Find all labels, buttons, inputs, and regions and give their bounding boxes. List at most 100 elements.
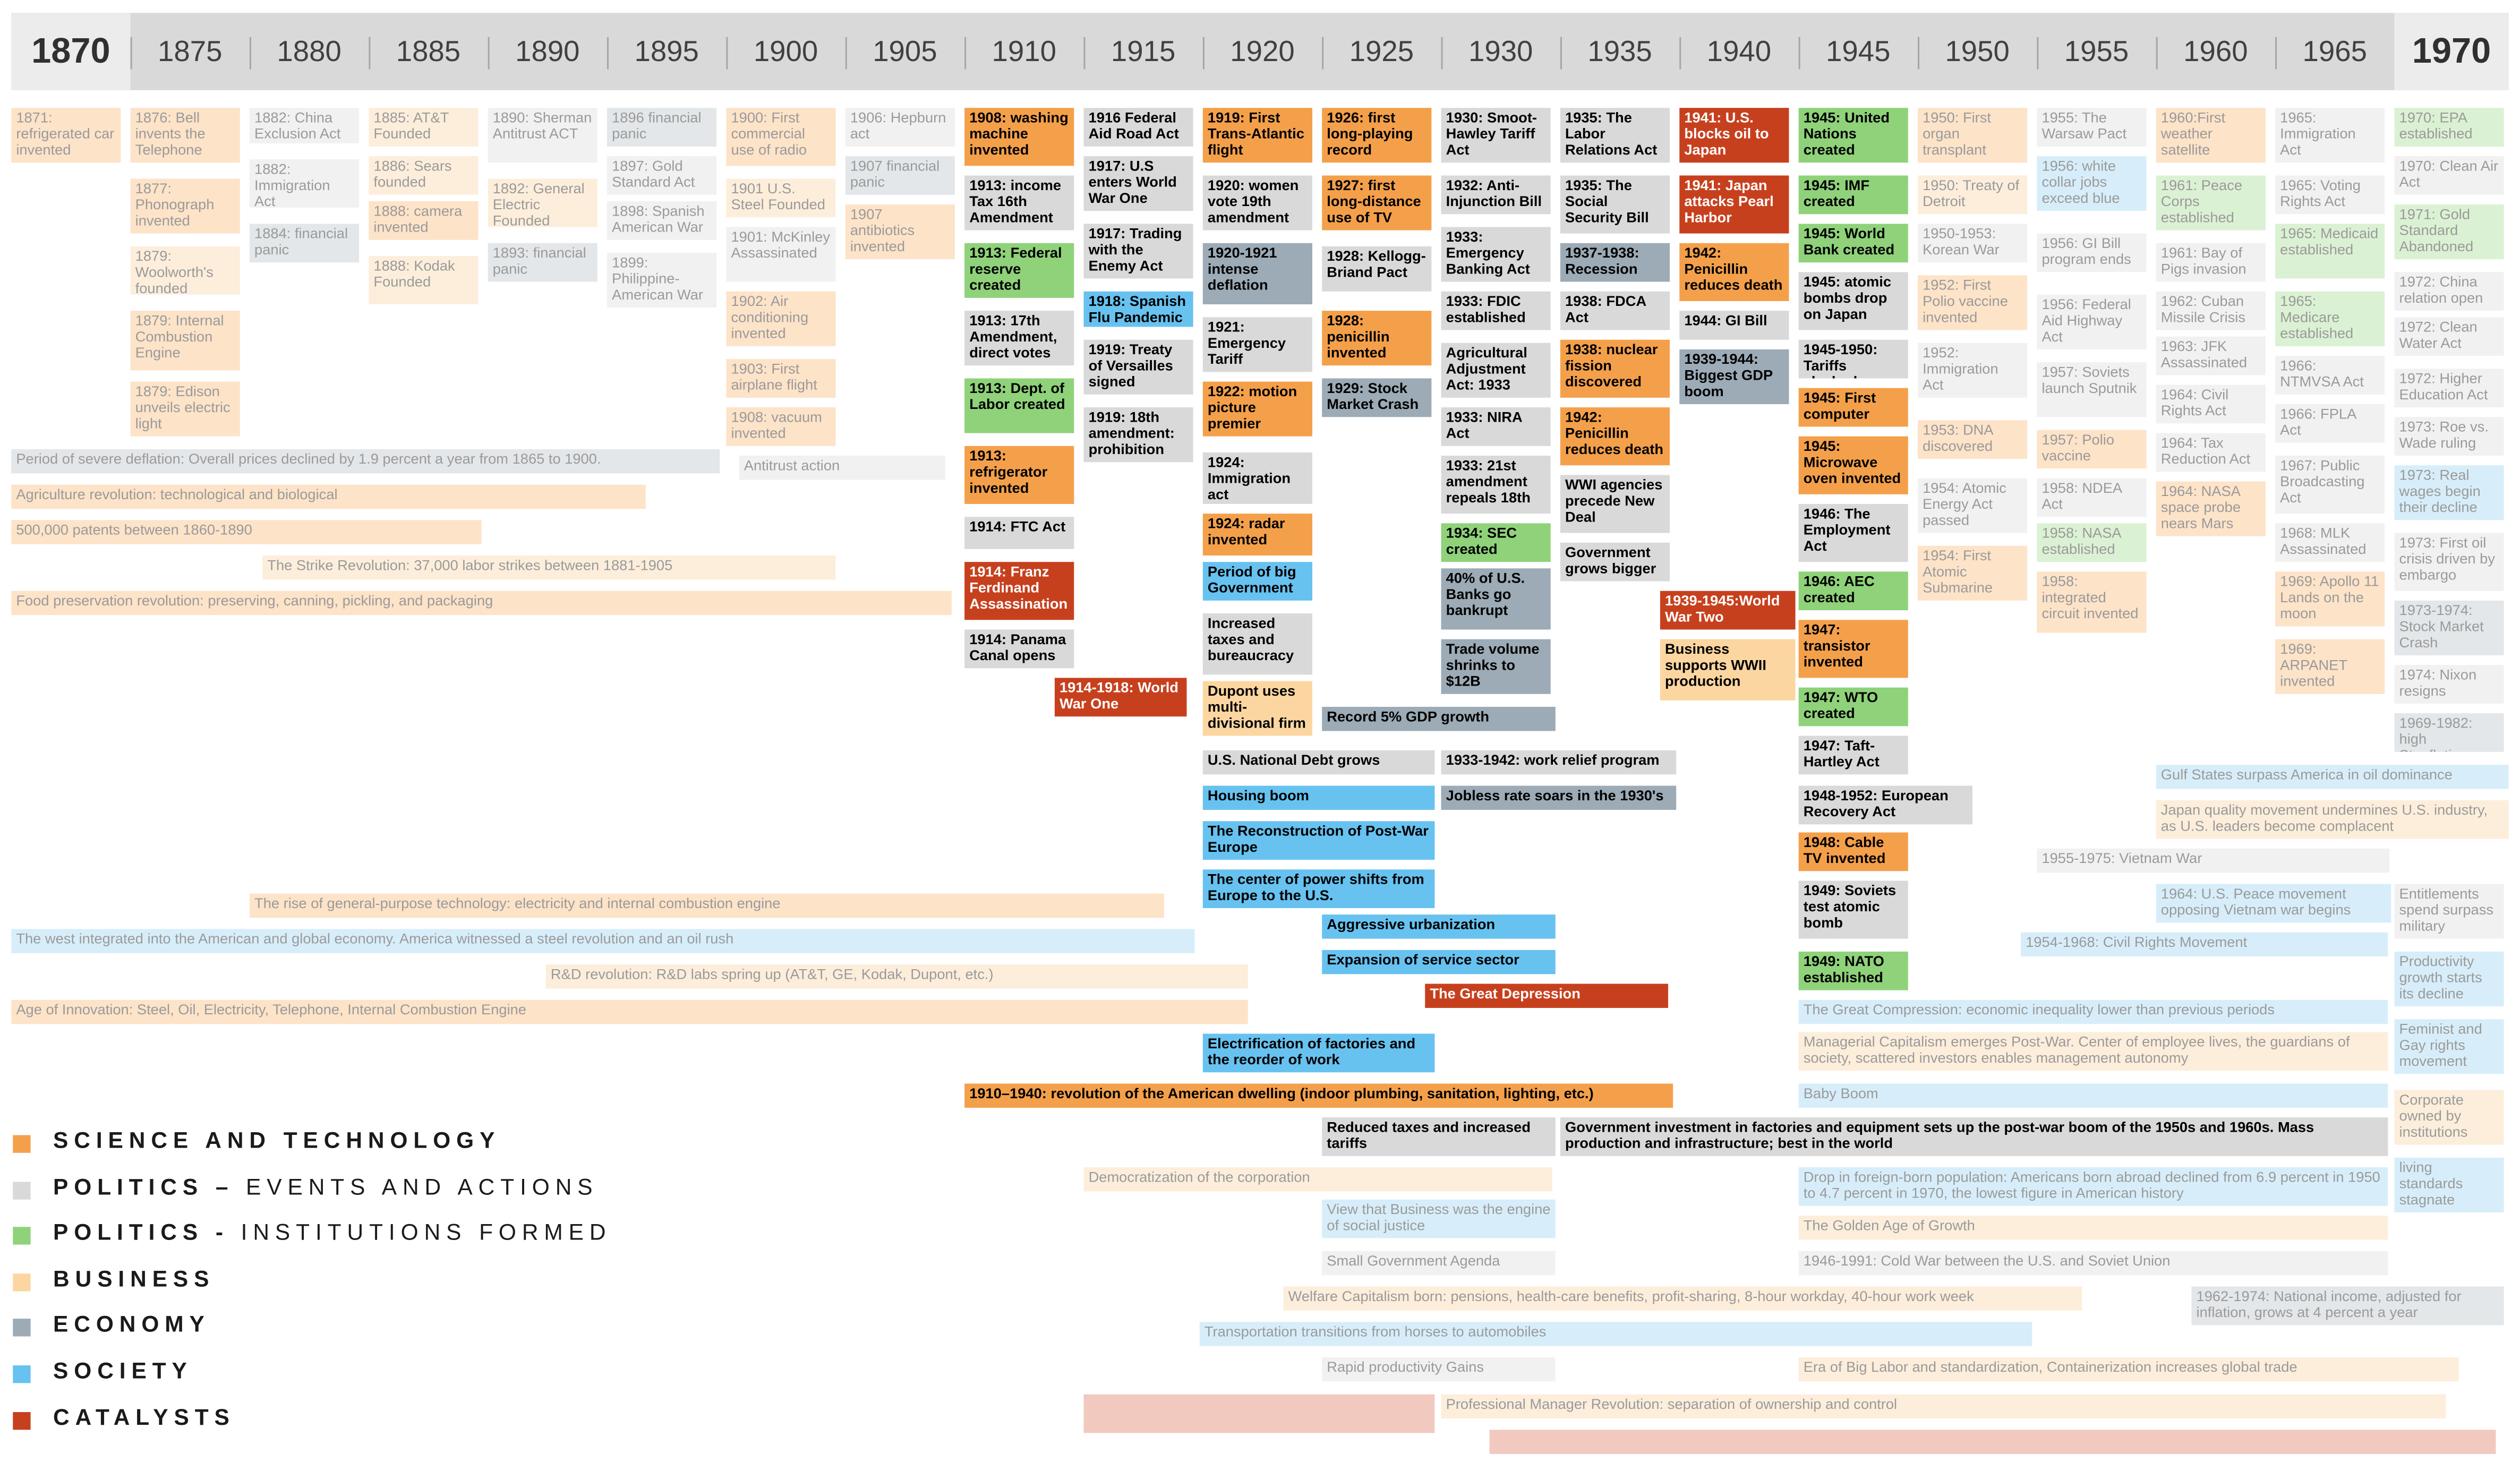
legend-label: POLITICS – EVENTS AND ACTIONS [53, 1173, 599, 1199]
event-box: 1900: First commercial use of radio [726, 108, 836, 166]
event-box: 1933: 21st amendment repeals 18th [1441, 456, 1551, 514]
event-box: 1922: motion picture premier [1202, 381, 1312, 437]
event-box: 1938: FDCA Act [1560, 291, 1670, 330]
event-box: 1947: WTO created [1798, 687, 1908, 726]
event-box: 1928: penicillin invented [1322, 311, 1432, 366]
event-box: 1958: integrated circuit invented [2037, 571, 2147, 633]
event-box: 1896 financial panic [607, 108, 717, 147]
event-box: 1961: Peace Corps established [2156, 175, 2266, 230]
event-box: 1956: white collar jobs exceed blue [2037, 156, 2147, 211]
event-box: 1948: Cable TV invented [1798, 832, 1908, 871]
legend-label: CATALYSTS [53, 1403, 235, 1430]
event-box: 1928: Kellogg-Briand Pact [1322, 246, 1432, 292]
event-box: 1897: Gold Standard Act [607, 156, 717, 195]
event-box: 1939-1945:World War Two [1660, 591, 1796, 630]
period-bar: Electrification of factories and the reo… [1202, 1033, 1435, 1073]
event-box: 1952: Immigration Act [1917, 343, 2028, 398]
year-axis-start-cap [11, 13, 131, 90]
event-box: 1908: washing machine invented [964, 108, 1074, 166]
event-box: 1946: The Employment Act [1798, 503, 1908, 562]
year-label: 1870 [31, 30, 110, 71]
event-box: 1966: FPLA Act [2275, 404, 2385, 443]
event-box: 1945: atomic bombs drop on Japan [1798, 272, 1908, 330]
event-box: 1914: Franz Ferdinand Assassination [964, 562, 1074, 620]
period-bar: Jobless rate soars in the 1930's [1441, 785, 1677, 810]
year-separator [964, 37, 967, 70]
period-bar: The center of power shifts from Europe t… [1202, 869, 1435, 908]
period-bar: 1946-1991: Cold War between the U.S. and… [1798, 1251, 2388, 1276]
period-bar: Housing boom [1202, 785, 1435, 810]
event-box: 1966: NTMVSA Act [2275, 356, 2385, 395]
event-box: 1961: Bay of Pigs invasion [2156, 243, 2266, 282]
event-box: 1939-1944: Biggest GDP boom [1679, 349, 1789, 405]
event-box: 1965: Immigration Act [2275, 108, 2385, 163]
event-box: 1944: GI Bill [1679, 311, 1789, 340]
event-box: 1965: Voting Rights Act [2275, 175, 2385, 215]
period-bar: Small Government Agenda [1322, 1251, 1556, 1276]
legend-swatch [13, 1273, 31, 1291]
event-box: 1926: first long-playing record [1322, 108, 1432, 163]
event-box: 1958: NDEA Act [2037, 478, 2147, 517]
event-box: 1927: first long-distance use of TV [1322, 175, 1432, 230]
period-bar: The Strike Revolution: 37,000 labor stri… [262, 555, 836, 580]
event-box: 1919: Treaty of Versailles signed [1083, 339, 1193, 395]
event-box: 1921: Emergency Tariff [1202, 317, 1312, 372]
period-bar: Managerial Capitalism emerges Post-War. … [1798, 1032, 2388, 1071]
period-bar: Rapid productivity Gains [1322, 1357, 1556, 1382]
event-box: 1973: Real wages begin their decline [2394, 465, 2504, 520]
event-box: 1888: camera invented [369, 201, 479, 240]
event-box: 1970: EPA established [2394, 108, 2504, 147]
event-box: 1946: AEC created [1798, 571, 1908, 611]
event-box: 1942: Penicillin reduces death [1679, 243, 1789, 301]
period-bar: Democratization of the corporation [1083, 1167, 1552, 1192]
period-bar: Corporate owned by institutions [2394, 1090, 2504, 1145]
period-bar: Antitrust action [739, 456, 945, 480]
period-bar: 1910–1940: revolution of the American dw… [964, 1083, 1673, 1108]
year-label: 1940 [1706, 35, 1772, 68]
event-box: 1956: GI Bill program ends [2037, 233, 2147, 272]
period-bar: Welfare Capitalism born: pensions, healt… [1283, 1286, 2082, 1311]
event-box: 1879: Edison unveils electric light [130, 381, 240, 437]
event-box: 1913: refrigerator invented [964, 446, 1074, 504]
period-bar: Transportation transitions from horses t… [1199, 1322, 2032, 1346]
event-box: Agricultural Adjustment Act: 1933 [1441, 343, 1551, 398]
legend-swatch [13, 1365, 31, 1383]
year-separator [1322, 37, 1324, 70]
event-box: 1964: Tax Reduction Act [2156, 433, 2266, 472]
event-box: Increased taxes and bureaucracy [1202, 613, 1312, 675]
period-bar: 1964: U.S. Peace movement opposing Vietn… [2156, 884, 2391, 923]
event-box: 1913: income Tax 16th Amendment [964, 175, 1074, 230]
event-box: 1971: Gold Standard Abandoned [2394, 204, 2504, 260]
year-label: 1965 [2302, 35, 2367, 68]
period-bar: The Great Depression [1425, 984, 1669, 1008]
year-label: 1945 [1826, 35, 1891, 68]
event-box: 1954: First Atomic Submarine [1917, 545, 2028, 601]
event-box: 1947: transistor invented [1798, 620, 1908, 678]
event-box: 1974: Nixon resigns [2394, 665, 2504, 704]
event-box: 1956: Federal Aid Highway Act [2037, 294, 2147, 349]
event-box: 1879: Internal Combustion Engine [130, 311, 240, 371]
event-box: 1892: General Electric Founded [488, 178, 597, 227]
year-separator [1202, 37, 1205, 70]
event-box: 1876: Bell invents the Telephone [130, 108, 240, 163]
event-box: 1933: NIRA Act [1441, 407, 1551, 446]
year-label: 1890 [515, 35, 580, 68]
year-label: 1875 [158, 35, 223, 68]
event-box: 1935: The Labor Relations Act [1560, 108, 1670, 163]
event-box: 1913: Federal reserve created [964, 243, 1074, 298]
period-bar: Government investment in factories and e… [1560, 1117, 2388, 1156]
event-box: 1952: First Polio vaccine invented [1917, 275, 2028, 330]
year-separator [2275, 37, 2277, 70]
year-separator [488, 37, 490, 70]
event-box: 1920-1921 intense deflation [1202, 243, 1312, 305]
period-bar: Agriculture revolution: technological an… [11, 484, 646, 509]
event-box: 1871: refrigerated car invented [11, 108, 121, 163]
period-bar: Gulf States surpass America in oil domin… [2156, 765, 2509, 789]
event-box: 1972: Higher Education Act [2394, 369, 2504, 408]
period-bar: Aggressive urbanization [1322, 914, 1556, 939]
event-box: 1907 financial panic [845, 156, 955, 195]
event-box: 1930: Smoot-Hawley Tariff Act [1441, 108, 1551, 163]
event-box: 1964: NASA space probe nears Mars [2156, 481, 2266, 536]
event-box: 1916 Federal Aid Road Act [1083, 108, 1193, 147]
